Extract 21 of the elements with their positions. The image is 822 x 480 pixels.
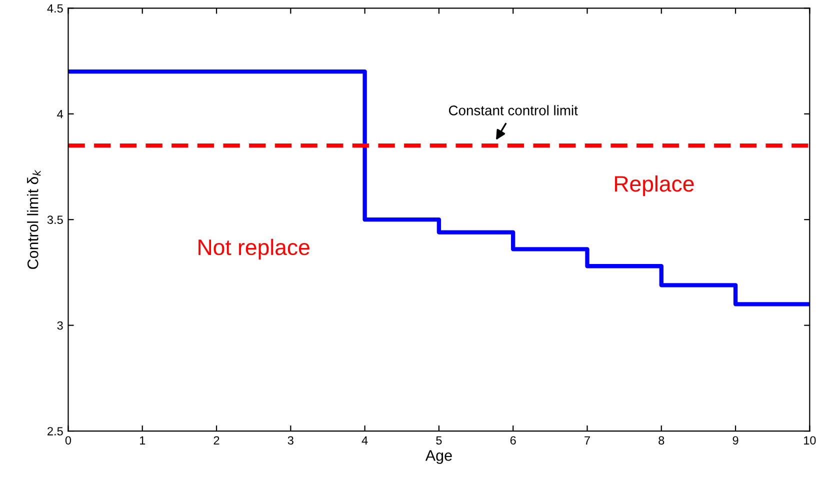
x-axis-title: Age <box>425 450 452 464</box>
x-tick-label: 2 <box>214 436 220 444</box>
annotation: Constant control limit <box>448 105 578 116</box>
x-tick-label: 0 <box>65 436 72 445</box>
x-tick-label: 8 <box>658 436 664 445</box>
y-tick-label: 4.5 <box>47 4 63 13</box>
x-tick-label: 5 <box>436 436 442 445</box>
y-axis-title: Control limit δ$_{k}$ <box>27 170 41 269</box>
x-tick-label: 1 <box>140 436 146 444</box>
x-tick-label: 4 <box>362 436 368 444</box>
x-tick-label: 7 <box>584 436 590 444</box>
y-tick-label: 3 <box>57 321 63 330</box>
x-tick-label: 3 <box>288 436 294 445</box>
x-tick-label: 10 <box>804 436 816 445</box>
y-tick-label: 2.5 <box>48 427 63 436</box>
y-tick-label: 3.5 <box>47 216 63 224</box>
y-tick-label: 4 <box>57 110 64 118</box>
annotation: Not replace <box>198 238 310 260</box>
x-tick-label: 9 <box>732 436 738 445</box>
x-tick-label: 6 <box>510 436 516 445</box>
annotation: Replace <box>615 175 694 196</box>
